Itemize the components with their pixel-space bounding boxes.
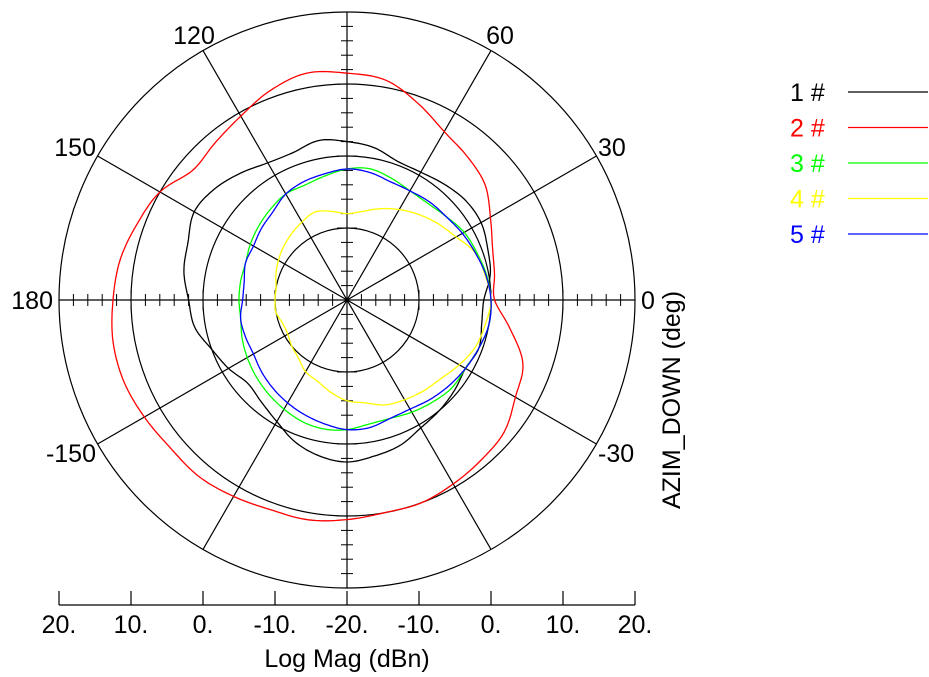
angle-spoke <box>97 155 597 445</box>
radial-scale: 20. 10. 0. -10. -20. -10. 0. 10. 20. <box>42 591 653 639</box>
angle-labels: 0 30 60 120 150 180 -150 -30 <box>11 22 655 468</box>
angle-tick-label: 150 <box>54 134 96 162</box>
legend-label-5: 5 # <box>790 221 825 249</box>
radial-axis-label: Log Mag (dBn) <box>264 645 429 673</box>
angle-tick-label: 120 <box>173 22 215 50</box>
angle-tick-label: -150 <box>46 440 96 468</box>
radial-scale-label: 0. <box>193 611 214 639</box>
radial-scale-label: -20. <box>325 611 368 639</box>
legend-label-2: 2 # <box>790 115 825 143</box>
radial-scale-label: 20. <box>618 611 653 639</box>
legend: 1 # 2 # 3 # 4 # 5 # <box>790 79 928 249</box>
angle-tick-label: -30 <box>598 440 634 468</box>
radial-scale-label: 10. <box>546 611 581 639</box>
series-line-5 <box>239 168 492 431</box>
radial-scale-label: -10. <box>253 611 296 639</box>
radial-scale-label: 0. <box>481 611 502 639</box>
legend-label-4: 4 # <box>790 186 825 214</box>
series-line-1 <box>183 138 492 463</box>
series-line-2 <box>111 70 524 522</box>
radial-scale-label: 10. <box>114 611 149 639</box>
angle-axis-label: AZIM_DOWN (deg) <box>658 291 686 509</box>
angle-tick-label: 0 <box>641 287 655 315</box>
radial-scale-label: -10. <box>397 611 440 639</box>
angle-tick-label: 60 <box>486 22 514 50</box>
series-line-3 <box>238 167 492 431</box>
legend-label-1: 1 # <box>790 79 825 107</box>
series-layer <box>111 70 524 522</box>
angle-tick-label: 180 <box>11 287 53 315</box>
legend-label-3: 3 # <box>790 150 825 178</box>
radial-scale-label: 20. <box>42 611 77 639</box>
series-line-4 <box>274 207 492 406</box>
angle-tick-label: 30 <box>598 134 626 162</box>
